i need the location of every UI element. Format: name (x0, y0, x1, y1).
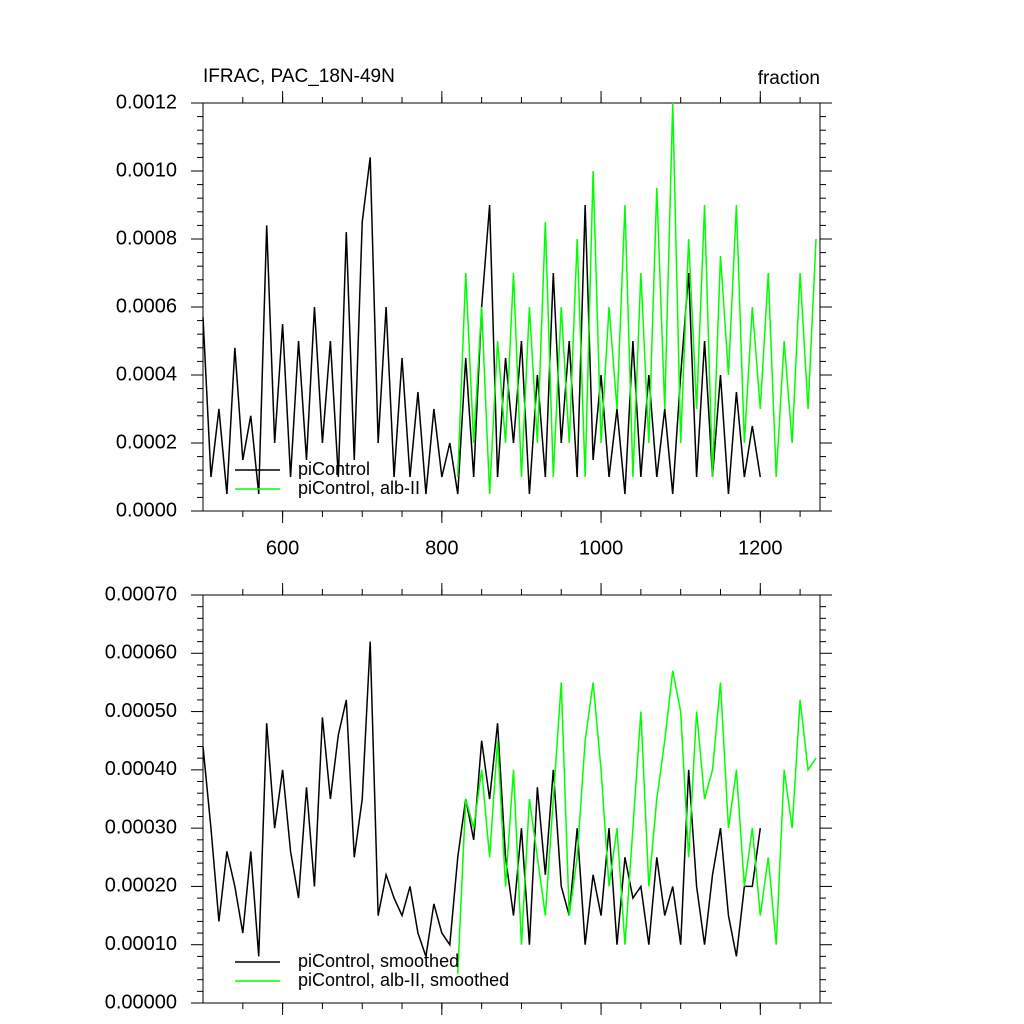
y-tick-label: 0.00070 (105, 583, 177, 605)
units-label: fraction (758, 68, 820, 89)
x-tick-label: 1200 (738, 537, 783, 559)
x-tick-label: 600 (266, 537, 299, 559)
y-tick-label: 0.0010 (116, 159, 177, 181)
chart-title: IFRAC, PAC_18N-49N (203, 66, 395, 87)
x-tick-label: 1000 (579, 537, 624, 559)
y-tick-label: 0.00060 (105, 642, 177, 664)
y-tick-label: 0.00010 (105, 933, 177, 955)
y-tick-label: 0.0006 (116, 295, 177, 317)
y-tick-label: 0.0002 (116, 431, 177, 453)
series-line (457, 670, 817, 974)
legend-text: piControl, alb-II, smoothed (298, 970, 509, 990)
y-tick-label: 0.0008 (116, 227, 177, 249)
y-tick-label: 0.00020 (105, 875, 177, 897)
y-tick-label: 0.00000 (105, 991, 177, 1013)
plot-frame (202, 594, 821, 1004)
x-tick-label: 800 (425, 537, 458, 559)
y-tick-label: 0.0000 (116, 499, 177, 521)
y-tick-label: 0.00040 (105, 758, 177, 780)
y-tick-label: 0.00030 (105, 816, 177, 838)
series-line (202, 157, 762, 495)
legend-text: piControl, smoothed (298, 951, 459, 971)
series-line (202, 641, 762, 957)
y-tick-label: 0.0012 (116, 91, 177, 113)
y-tick-label: 0.00050 (105, 700, 177, 722)
legend-text: piControl, alb-II (298, 478, 420, 498)
series-line (457, 102, 817, 495)
legend-text: piControl (298, 459, 370, 479)
y-tick-label: 0.0004 (116, 363, 177, 385)
